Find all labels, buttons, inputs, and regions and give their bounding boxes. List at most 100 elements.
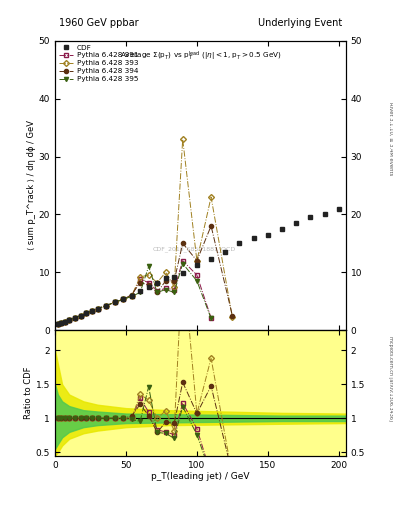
CDF (62, 319, 67, 325)
Pythia 6.428 394 (195, 258, 199, 264)
Pythia 6.428 391 (180, 258, 185, 264)
Pythia 6.428 391 (195, 272, 199, 278)
CDF (95, 306, 100, 312)
Pythia 6.428 393 (104, 303, 108, 309)
Line: Pythia 6.428 393: Pythia 6.428 393 (56, 137, 235, 326)
CDF (180, 270, 185, 276)
CDF (322, 211, 327, 218)
CDF (195, 262, 199, 268)
Pythia 6.428 394 (129, 292, 134, 298)
Pythia 6.428 395 (73, 315, 77, 321)
CDF (172, 274, 176, 280)
Pythia 6.428 394 (62, 319, 67, 325)
Pythia 6.428 394 (138, 280, 143, 286)
Pythia 6.428 394 (230, 312, 235, 318)
Pythia 6.428 391 (112, 299, 117, 305)
Pythia 6.428 391 (129, 293, 134, 299)
Pythia 6.428 395 (58, 321, 63, 327)
Pythia 6.428 394 (121, 296, 125, 303)
CDF (336, 205, 341, 211)
Pythia 6.428 395 (121, 296, 125, 303)
Pythia 6.428 394 (67, 317, 72, 323)
CDF (146, 284, 151, 290)
CDF (78, 312, 83, 318)
Text: Rivet 3.1.10, ≥ 3.4M events: Rivet 3.1.10, ≥ 3.4M events (388, 101, 393, 175)
Pythia 6.428 394 (172, 278, 176, 284)
Line: Pythia 6.428 394: Pythia 6.428 394 (56, 224, 235, 326)
Pythia 6.428 395 (90, 308, 94, 314)
Line: Pythia 6.428 391: Pythia 6.428 391 (56, 259, 213, 326)
Pythia 6.428 393 (90, 308, 94, 314)
Text: Average $\Sigma$(p$_T$) vs p$_T^{\rm lead}$ ($|\eta|<1$, p$_T>0.5$ GeV): Average $\Sigma$(p$_T$) vs p$_T^{\rm lea… (119, 50, 281, 63)
Pythia 6.428 393 (195, 258, 199, 264)
Legend: CDF, Pythia 6.428 391, Pythia 6.428 393, Pythia 6.428 394, Pythia 6.428 395: CDF, Pythia 6.428 391, Pythia 6.428 393,… (57, 43, 140, 83)
Pythia 6.428 391 (104, 303, 108, 309)
Line: Pythia 6.428 395: Pythia 6.428 395 (56, 262, 213, 326)
Text: mcplots.cern.ch [arXiv:1306.3436]: mcplots.cern.ch [arXiv:1306.3436] (388, 336, 393, 421)
CDF (121, 296, 125, 303)
Pythia 6.428 393 (230, 314, 235, 321)
Pythia 6.428 395 (129, 293, 134, 300)
CDF (294, 220, 299, 226)
CDF (104, 303, 108, 309)
Pythia 6.428 393 (67, 317, 72, 323)
Pythia 6.428 391 (67, 317, 72, 323)
CDF (163, 275, 168, 281)
Pythia 6.428 391 (84, 310, 88, 316)
Pythia 6.428 393 (78, 312, 83, 318)
Y-axis label: Ratio to CDF: Ratio to CDF (24, 367, 33, 419)
Pythia 6.428 391 (95, 306, 100, 312)
CDF (112, 299, 117, 305)
Pythia 6.428 395 (84, 310, 88, 316)
Text: 1960 GeV ppbar: 1960 GeV ppbar (59, 18, 139, 28)
Pythia 6.428 393 (55, 321, 60, 327)
Pythia 6.428 393 (209, 194, 213, 200)
CDF (58, 321, 63, 327)
Pythia 6.428 394 (163, 278, 168, 284)
Pythia 6.428 393 (180, 136, 185, 142)
Pythia 6.428 391 (58, 321, 63, 327)
CDF (308, 214, 313, 220)
Pythia 6.428 391 (209, 315, 213, 321)
Pythia 6.428 393 (146, 272, 151, 278)
CDF (90, 308, 94, 314)
Pythia 6.428 391 (146, 280, 151, 286)
Pythia 6.428 394 (84, 310, 88, 316)
Pythia 6.428 394 (90, 308, 94, 314)
CDF (84, 310, 88, 316)
Pythia 6.428 395 (180, 261, 185, 267)
Pythia 6.428 394 (112, 299, 117, 305)
Pythia 6.428 395 (195, 278, 199, 284)
Pythia 6.428 394 (209, 223, 213, 229)
Pythia 6.428 395 (62, 319, 67, 325)
Pythia 6.428 395 (209, 315, 213, 322)
CDF (209, 257, 213, 263)
Pythia 6.428 391 (121, 296, 125, 303)
Pythia 6.428 394 (78, 312, 83, 318)
X-axis label: p_T(leading jet) / GeV: p_T(leading jet) / GeV (151, 472, 250, 481)
Pythia 6.428 393 (58, 321, 63, 327)
CDF (138, 288, 143, 294)
Pythia 6.428 393 (112, 299, 117, 305)
CDF (237, 240, 242, 246)
Pythia 6.428 391 (155, 288, 160, 294)
Pythia 6.428 395 (55, 321, 60, 327)
CDF (265, 231, 270, 238)
Pythia 6.428 395 (172, 289, 176, 295)
Pythia 6.428 391 (62, 319, 67, 325)
Pythia 6.428 395 (146, 263, 151, 269)
Pythia 6.428 394 (104, 303, 108, 309)
Pythia 6.428 391 (90, 308, 94, 314)
Pythia 6.428 393 (73, 315, 77, 321)
Pythia 6.428 394 (55, 321, 60, 327)
Text: Underlying Event: Underlying Event (258, 18, 342, 28)
Pythia 6.428 395 (95, 306, 100, 312)
Pythia 6.428 391 (78, 312, 83, 318)
Pythia 6.428 393 (172, 284, 176, 290)
Pythia 6.428 394 (73, 315, 77, 321)
Pythia 6.428 394 (146, 282, 151, 288)
CDF (129, 293, 134, 299)
Pythia 6.428 391 (163, 285, 168, 291)
Pythia 6.428 393 (129, 293, 134, 299)
Y-axis label: ⟨ sum p_T^rack ⟩ / dη dϕ / GeV: ⟨ sum p_T^rack ⟩ / dη dϕ / GeV (27, 120, 36, 250)
